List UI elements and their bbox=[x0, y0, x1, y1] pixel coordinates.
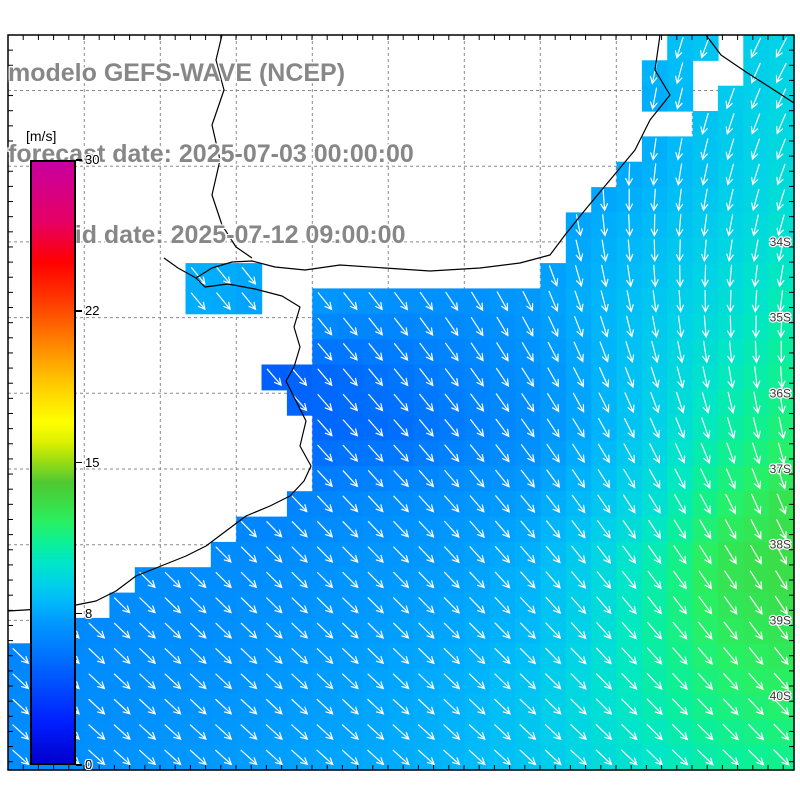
colorbar-tickmark bbox=[76, 461, 82, 463]
latitude-label: 38S bbox=[770, 538, 791, 552]
colorbar-tick-label: 22 bbox=[85, 303, 100, 319]
latitude-label: 37S bbox=[770, 462, 791, 476]
colorbar-tickmark bbox=[76, 612, 82, 615]
coastline bbox=[7, 34, 795, 612]
colorbar-tick-label: 0 bbox=[85, 757, 93, 772]
map-frame bbox=[7, 34, 795, 771]
colorbar-tick-label: 30 bbox=[85, 152, 100, 167]
latitude-label: 36S bbox=[770, 386, 791, 400]
latitude-labels: 34S 35S 36S 37S 38S 39S 40S bbox=[768, 234, 792, 705]
latitude-label: 40S bbox=[770, 689, 791, 703]
colorbar-tickmark bbox=[76, 159, 82, 161]
colorbar bbox=[30, 160, 76, 765]
colorbar-tick-label: 15 bbox=[85, 454, 100, 470]
latitude-label: 35S bbox=[770, 311, 791, 325]
latitude-label: 34S bbox=[770, 235, 791, 249]
colorbar-tickmark bbox=[76, 764, 82, 766]
colorbar-tickmark bbox=[76, 310, 82, 312]
latitude-label: 39S bbox=[770, 613, 791, 627]
wind-arrows-layer bbox=[12, 37, 790, 766]
colorbar-unit-label: [m/s] bbox=[26, 128, 57, 144]
colorbar-tick-label: 8 bbox=[85, 605, 93, 621]
frame-ticks bbox=[8, 35, 794, 770]
model-title: modelo GEFS-WAVE (NCEP) bbox=[8, 59, 346, 87]
